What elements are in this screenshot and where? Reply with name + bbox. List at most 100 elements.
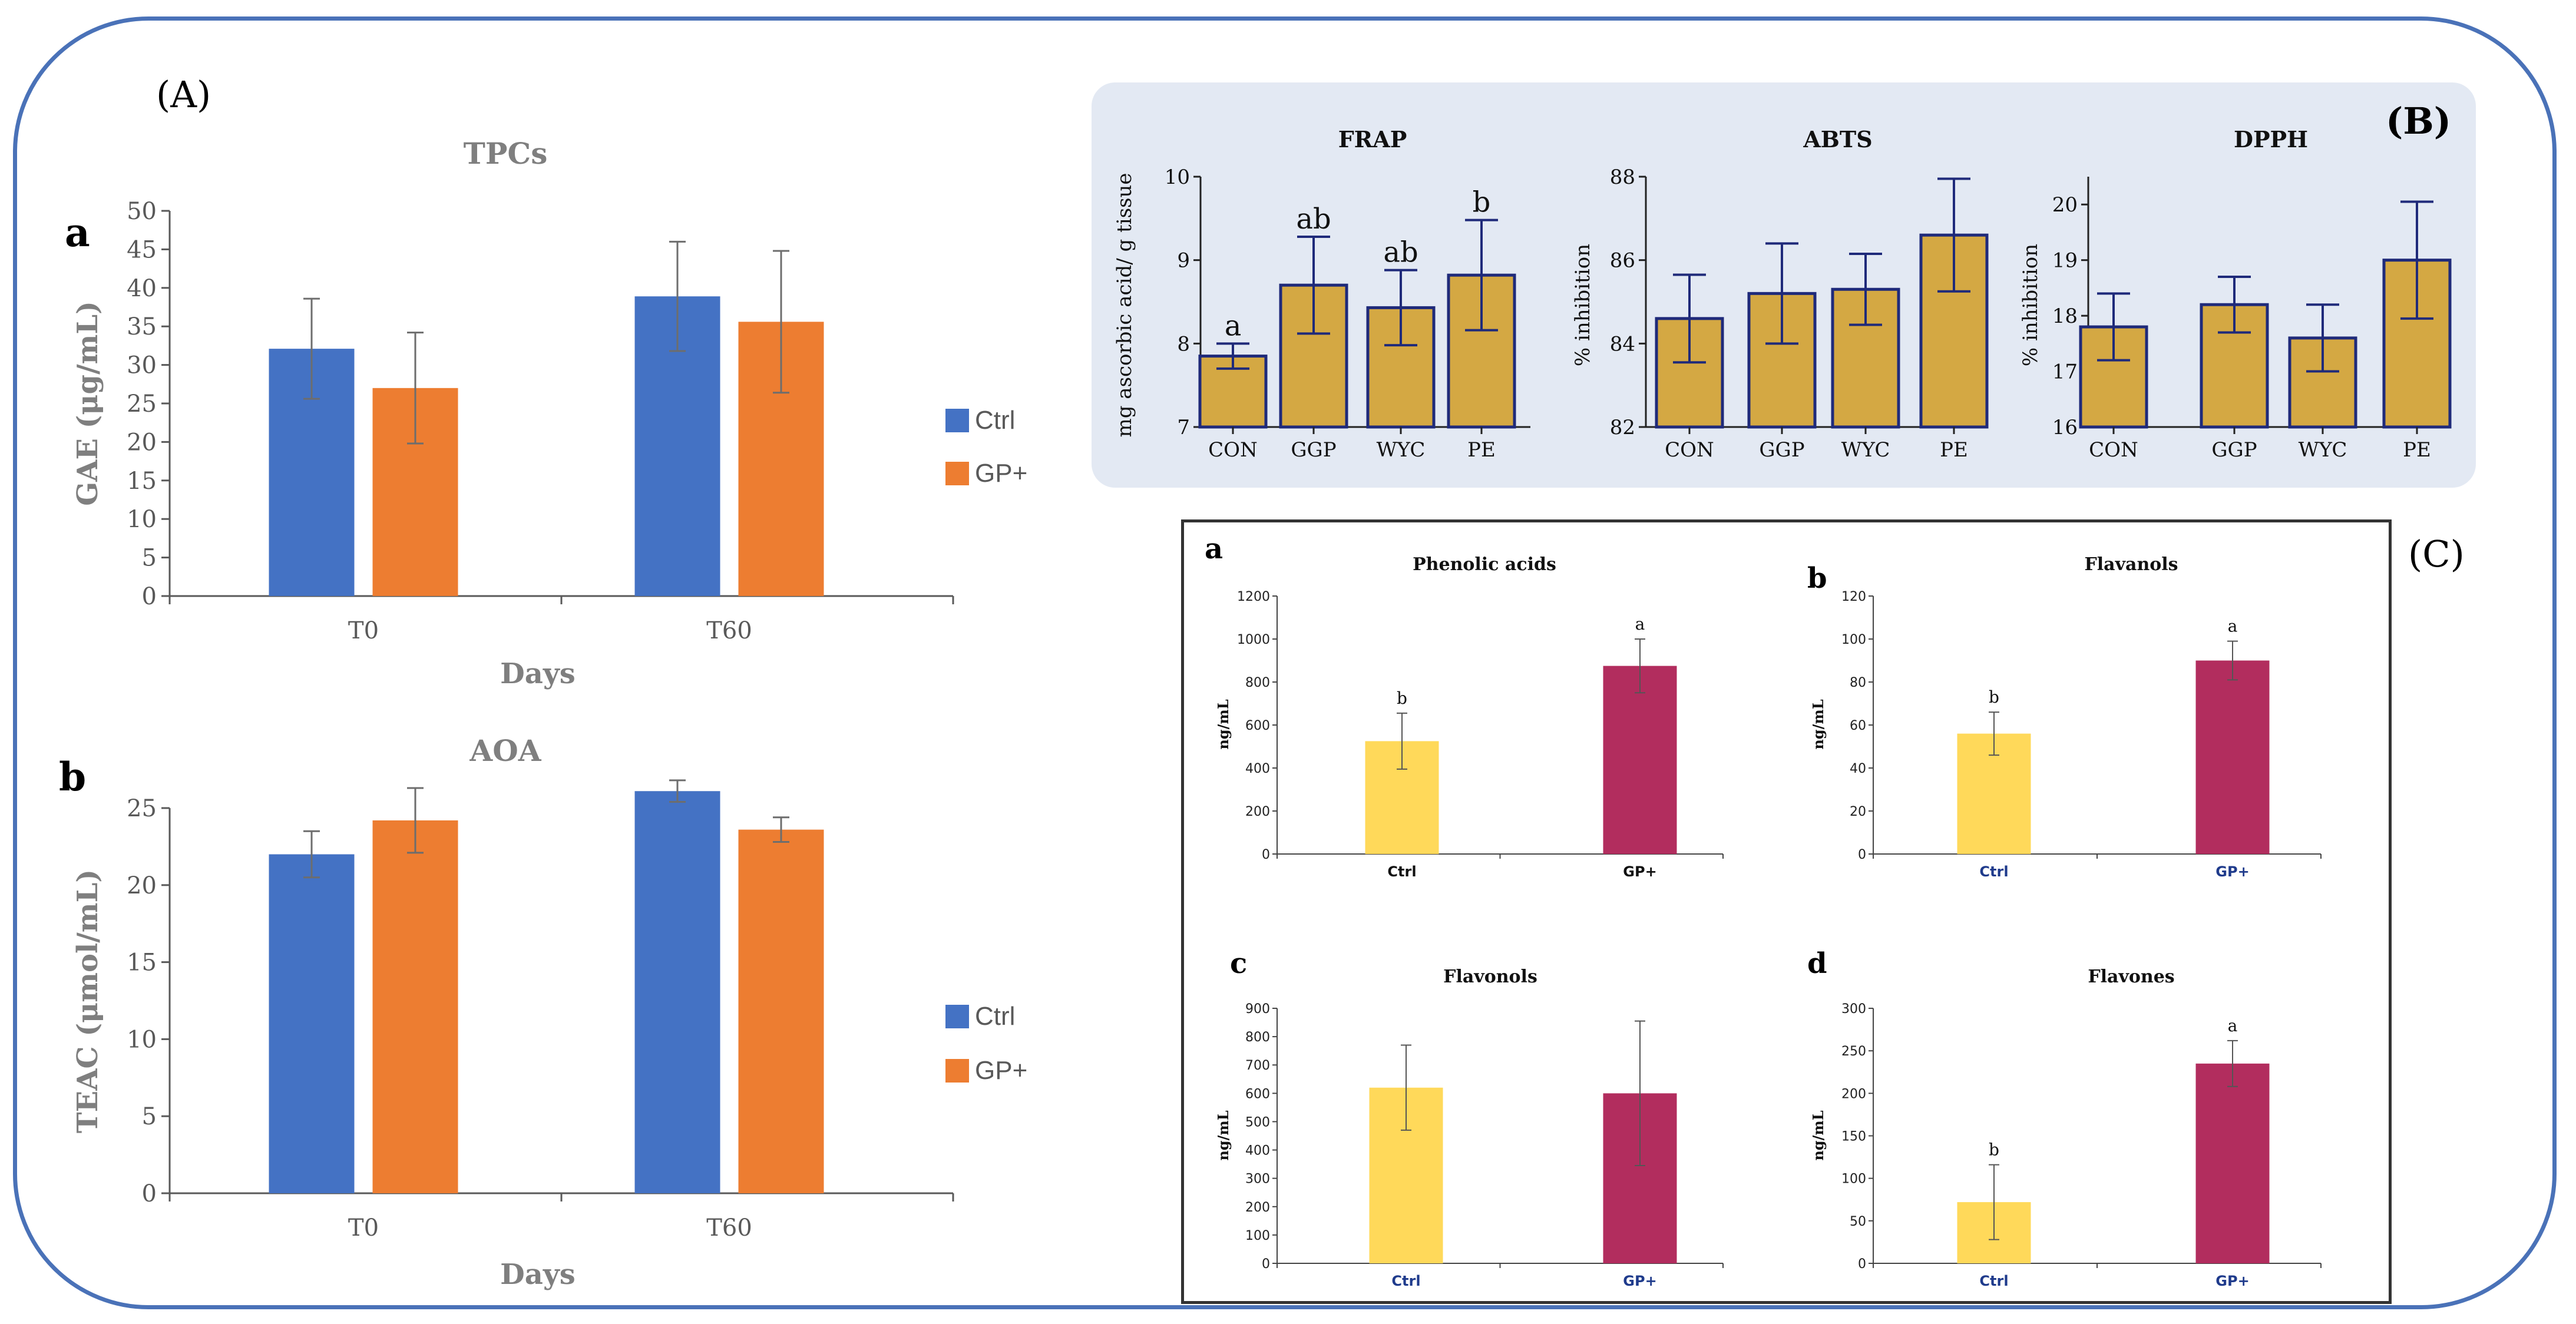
x-tick-label: CON [1665,438,1714,462]
legend-label: GP+ [975,459,1027,488]
x-tick-label: Ctrl [1387,863,1416,880]
y-tick-label: 10 [127,1026,157,1053]
y-tick-label: 35 [127,313,157,340]
chart-C-b: Flavanols 0 20 40 60 80 100 120 Ctrl b GP+ a ng/mL [1810,554,2322,880]
y-tick-label: 8 [1177,332,1190,356]
y-tick-label: 100 [1841,1172,1866,1187]
significance-letter: b [1989,687,1999,707]
chart-title: DPPH [2234,126,2308,153]
y-tick-label: 300 [1841,1002,1866,1017]
y-axis-title: ng/mL [1810,1110,1827,1160]
legend-label: Ctrl [975,406,1015,435]
y-tick-label: 0 [1262,848,1270,862]
y-tick-label: 60 [1850,719,1866,733]
x-tick-label: GGP [2211,438,2257,462]
chart-B-ABTS: ABTS 82 84 86 88 CON GGP WYC PE % inhibition [1571,126,1989,462]
significance-letter: b [1397,689,1407,708]
y-tick-label: 600 [1245,1087,1270,1101]
chart-title: Phenolic acids [1413,554,1556,575]
y-tick-label: 900 [1245,1002,1270,1017]
y-tick-label: 1000 [1237,633,1270,647]
figure-frame [13,16,2557,1309]
y-tick-label: 5 [142,1103,157,1130]
y-tick-label: 120 [1841,590,1866,604]
y-tick-label: 50 [1850,1214,1866,1229]
y-tick-label: 0 [1262,1257,1270,1272]
y-tick-label: 0 [1858,1257,1866,1272]
y-tick-label: 100 [1245,1229,1270,1243]
x-axis-title: Days [500,1258,576,1291]
y-tick-label: 7 [1177,416,1190,439]
chart-title: ABTS [1803,126,1872,153]
y-tick-label: 15 [127,949,157,977]
y-tick-label: 200 [1245,1200,1270,1215]
chart-C-d: Flavones 0 50 100 150 200 250 300 Ctrl b GP+ a ng/mL [1810,966,2322,1289]
y-tick-label: 500 [1245,1115,1270,1130]
x-tick-label: T0 [348,1214,379,1242]
y-tick-label: 80 [1850,676,1866,690]
y-tick-label: 40 [127,275,157,302]
chart-C-a: Phenolic acids 0 200 400 600 800 1000 1200 Ctrl b… [1215,554,1724,880]
chart-title: Flavonols [1443,966,1537,987]
chart-title: TPCs [464,136,548,171]
y-axis-title: ng/mL [1215,1110,1232,1160]
y-tick-label: 40 [1850,762,1866,776]
x-tick-label: Ctrl [1979,1273,2008,1289]
significance-letter: a [1635,614,1645,634]
x-tick-label: WYC [2299,438,2347,462]
x-tick-label: GP+ [2215,1273,2249,1289]
x-tick-label: T0 [348,617,379,644]
chart-B-DPPH: DPPH 16 17 18 19 20 CON GGP WYC PE % inhibition [2019,126,2452,462]
bar-gpplus-T0 [372,820,458,1193]
y-axis-title: % inhibition [1571,244,1595,366]
chart-B-FRAP: FRAP 7 8 9 10 CON a GGP ab WYC ab PE b mg ascorbic ac… [1113,126,1530,462]
panel-label-b: (B) [2386,100,2451,143]
bar-gpplus [2195,1063,2270,1263]
y-tick-label: 150 [1841,1130,1866,1144]
y-tick-label: 86 [1610,249,1635,273]
significance-letter: ab [1383,236,1418,269]
x-tick-label: Ctrl [1979,863,2008,880]
x-tick-label: WYC [1841,438,1890,462]
y-axis-title: GAE (μg/mL) [71,301,104,506]
y-tick-label: 400 [1245,762,1270,776]
significance-letter: b [1989,1140,1999,1160]
y-tick-label: 5 [142,545,157,572]
panel-label-a: (A) [156,73,211,116]
significance-letter: a [2228,617,2238,636]
y-tick-label: 1200 [1237,590,1270,604]
y-tick-label: 200 [1841,1087,1866,1101]
y-tick-label: 300 [1245,1172,1270,1187]
bar-gpplus [1603,666,1677,854]
x-tick-label: Ctrl [1391,1273,1420,1289]
y-tick-label: 20 [127,872,157,899]
sublabel-c-a: a [1205,532,1223,565]
bar-gpplus-T60 [738,829,824,1193]
legend-swatch [945,409,969,432]
sublabel-c-c: c [1230,947,1247,980]
sublabel-a-a: a [65,210,90,256]
x-tick-label: PE [1940,438,1968,462]
significance-letter: a [1225,309,1242,342]
x-tick-label: CON [2089,438,2138,462]
y-tick-label: 17 [2052,360,2078,384]
y-tick-label: 45 [127,236,157,263]
y-axis-title: % inhibition [2019,244,2042,366]
sublabel-a-b: b [59,754,86,800]
y-tick-label: 250 [1841,1044,1866,1059]
x-tick-label: GP+ [1623,1273,1656,1289]
x-tick-label: GP+ [2215,863,2249,880]
y-tick-label: 82 [1610,416,1635,439]
y-axis-title: TEAC (μmol/mL) [71,869,104,1133]
y-tick-label: 84 [1610,332,1635,356]
x-tick-label: WYC [1377,438,1426,462]
y-tick-label: 800 [1245,676,1270,690]
y-tick-label: 25 [127,390,157,418]
x-tick-label: GGP [1759,438,1804,462]
y-tick-label: 20 [1850,805,1866,819]
significance-letter: ab [1296,203,1331,236]
legend-swatch [945,462,969,485]
x-tick-label: T60 [706,1214,752,1242]
y-tick-label: 0 [142,583,157,610]
